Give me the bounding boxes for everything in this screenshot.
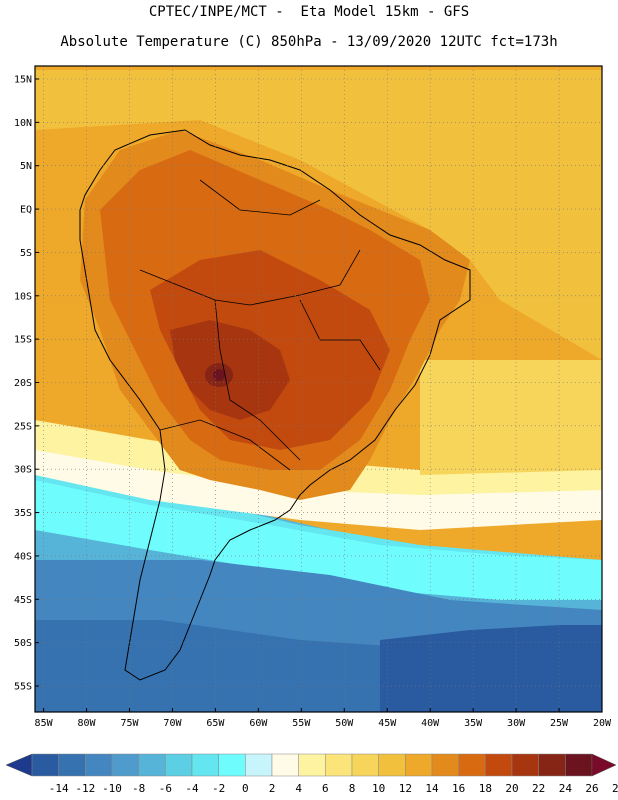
lat-label: 15N [14,75,32,86]
colorbar-swatch [458,753,486,777]
longitude-labels: 85W 80W 75W 70W 65W 60W 55W 50W 45W 40W 35W 30W 25W 2… [35,708,612,729]
colorbar-label: 0 [242,782,249,795]
colorbar-swatch [405,753,433,777]
latitude-labels: 15N 10N 5N EQ 5S 10S 15S 20S 25S 30S 35S 40S 45S 50S 5… [14,75,39,692]
lon-label: 85W [35,718,54,729]
temperature-field [35,66,602,712]
colorbar-swatch [245,753,273,777]
colorbar-label: 6 [322,782,329,795]
colorbar-label: -6 [159,782,172,795]
lon-label: 40W [421,718,440,729]
country-borders [139,179,381,471]
colorbar-label: -4 [185,782,199,795]
field-band-2 [35,480,602,600]
lat-label: 25S [14,421,32,432]
lon-label: 65W [206,718,225,729]
colorbar-label: 22 [532,782,545,795]
lon-label: 35W [464,718,483,729]
colorbar-swatch [85,753,113,777]
lat-label: 35S [14,508,32,519]
colorbar-label: -14 [49,782,69,795]
lat-label: 55S [14,681,32,692]
colorbar-arrow-low [5,753,33,777]
colorbar-swatch [511,753,539,777]
lon-label: 80W [78,718,97,729]
lat-label: 45S [14,595,32,606]
lon-label: 50W [335,718,354,729]
field-band-16 [35,70,602,360]
lat-label: 40S [14,551,32,562]
field-max-core [213,369,225,381]
lon-label: 30W [507,718,526,729]
colorbar-swatch [298,753,326,777]
lat-label: 10S [14,291,32,302]
lon-label: 55W [292,718,311,729]
colorbar-swatch [538,753,566,777]
colorbar-swatch [485,753,513,777]
field-band-10 [35,420,602,495]
colorbar-label: 24 [559,782,573,795]
coastline [79,129,471,681]
colorbar-label: 12 [399,782,412,795]
colorbar-label: -12 [75,782,95,795]
lat-label: 10N [14,118,32,129]
colorbar-swatch [378,753,406,777]
colorbar-swatch [165,753,193,777]
colorbar-swatch [351,753,379,777]
colorbar-swatch [218,753,246,777]
colorbar-label: 28 [612,782,618,795]
colorbar-label: 18 [479,782,492,795]
title-line-1: CPTEC/INPE/MCT - Eta Model 15km - GFS [148,4,470,20]
colorbar-label: -2 [212,782,225,795]
colorbar-label: 10 [372,782,385,795]
lon-label: 75W [120,718,139,729]
colorbar-label: 16 [452,782,465,795]
lat-label: 5S [20,248,32,259]
lat-label: 50S [14,638,32,649]
colorbar-swatch [431,753,459,777]
colorbar-swatch [271,753,299,777]
colorbar [5,753,617,777]
colorbar-label: 4 [295,782,302,795]
lat-label: EQ [20,205,32,216]
colorbar-swatch [31,753,59,777]
colorbar-swatch [111,753,139,777]
colorbar-label: 26 [585,782,598,795]
field-band-minus14 [380,625,602,712]
lon-label: 45W [378,718,397,729]
colorbar-swatch [565,753,593,777]
colorbar-label: 14 [425,782,439,795]
colorbar-label: -10 [102,782,122,795]
lon-label: 20W [593,718,612,729]
field-band-14 [420,360,602,475]
lon-label: 60W [249,718,268,729]
colorbar-swatch [191,753,219,777]
map-frame [34,65,603,713]
lat-label: 20S [14,378,32,389]
lon-label: 25W [550,718,569,729]
lon-label: 70W [163,718,182,729]
colorbar-label: 8 [349,782,356,795]
lat-label: 15S [14,335,32,346]
colorbar-swatch [138,753,166,777]
colorbar-label: 20 [505,782,518,795]
colorbar-label: -8 [132,782,145,795]
colorbar-swatch [325,753,353,777]
colorbar-labels: -14 -12 -10 -8 -6 -4 -2 0 2 4 6 8 10 12 14 16 18 20 22 24 26… [49,782,618,795]
lat-label: 30S [14,465,32,476]
colorbar-label: 2 [269,782,276,795]
colorbar-swatch [58,753,86,777]
lat-label: 5N [20,161,32,172]
colorbar-arrow-high [591,753,617,777]
graticule [35,66,603,712]
title-line-2: Absolute Temperature (C) 850hPa - 13/09/… [60,34,558,50]
